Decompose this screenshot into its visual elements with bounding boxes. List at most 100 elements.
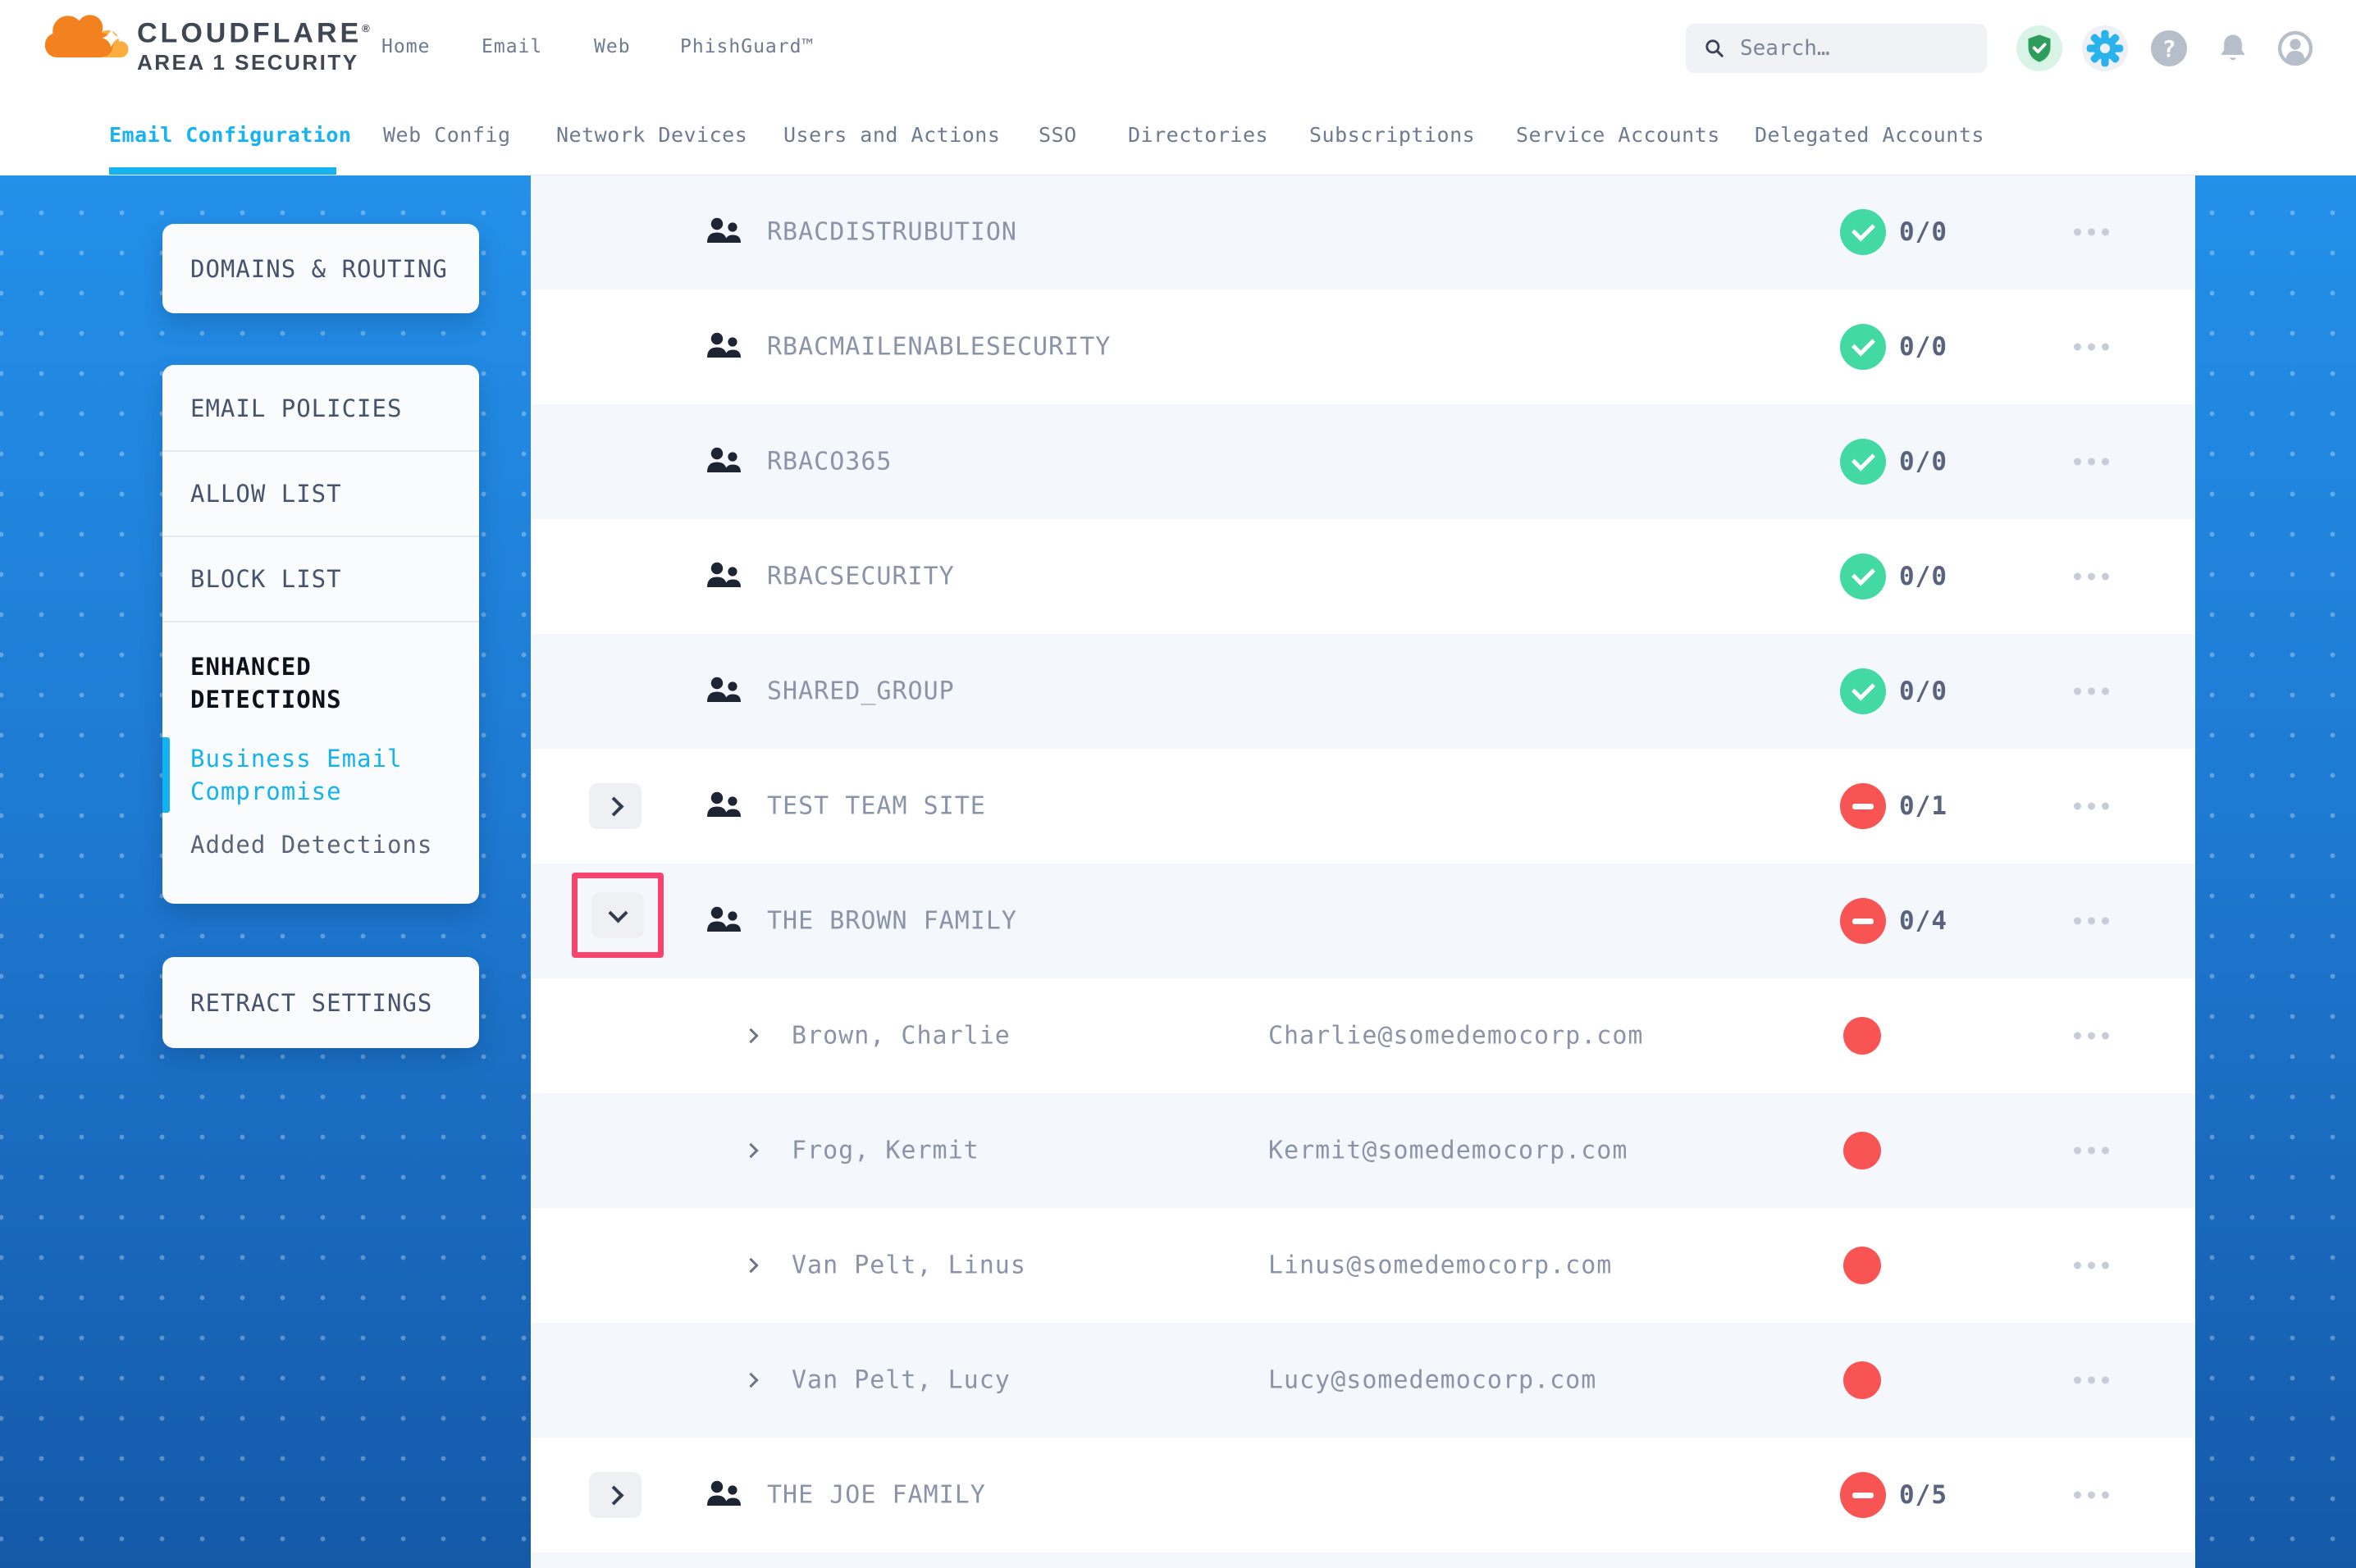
tab-delegated-accounts[interactable]: Delegated Accounts xyxy=(1755,123,1984,147)
row-actions-menu[interactable] xyxy=(2071,1146,2112,1155)
dot-icon xyxy=(2102,228,2109,236)
dot-icon xyxy=(2102,1032,2109,1040)
expand-group-button[interactable] xyxy=(589,783,642,829)
tab-web-config[interactable]: Web Config xyxy=(383,123,511,147)
check-icon xyxy=(1851,332,1875,357)
sidebar-heading-enhanced-detections: ENHANCED DETECTIONS xyxy=(190,653,342,713)
account-icon xyxy=(2277,30,2313,66)
registered-mark: ® xyxy=(362,22,370,34)
chevron-right-icon[interactable] xyxy=(743,1142,759,1159)
row-actions-menu[interactable] xyxy=(2071,343,2112,351)
row-actions-menu[interactable] xyxy=(2071,228,2112,236)
sidebar-item-email-policies[interactable]: EMAIL POLICIES xyxy=(162,367,479,452)
row-actions-menu[interactable] xyxy=(2071,458,2112,466)
sidebar-item-domains-routing[interactable]: DOMAINS & ROUTING xyxy=(190,254,448,283)
expand-group-button[interactable] xyxy=(589,1472,642,1518)
status-blocked-badge xyxy=(1840,783,1886,829)
minus-icon xyxy=(1852,1492,1874,1498)
cloudflare-logo-icon xyxy=(44,15,129,57)
sidebar-item-added-detections[interactable]: Added Detections xyxy=(190,831,433,859)
member-name: Van Pelt, Linus xyxy=(792,1251,1026,1280)
collapse-group-button[interactable] xyxy=(591,892,644,938)
security-shield-button[interactable] xyxy=(2016,25,2062,71)
group-icon xyxy=(705,791,742,821)
row-actions-menu[interactable] xyxy=(2071,1491,2112,1499)
row-actions-menu[interactable] xyxy=(2071,917,2112,925)
row-actions-menu[interactable] xyxy=(2071,1376,2112,1384)
dot-icon xyxy=(2074,687,2081,695)
sidebar-item-retract-settings[interactable]: RETRACT SETTINGS xyxy=(190,988,433,1017)
member-row: Van Pelt, Lucy Lucy@somedemocorp.com xyxy=(531,1323,2195,1438)
group-name: THE BROWN FAMILY xyxy=(767,906,1017,936)
member-count: 0/4 xyxy=(1899,906,1947,936)
chevron-right-icon[interactable] xyxy=(743,1028,759,1044)
notifications-button[interactable] xyxy=(2210,25,2256,71)
status-ok-badge xyxy=(1840,324,1886,370)
group-row: TEST TEAM SITE 0/1 xyxy=(531,749,2195,864)
nav-web[interactable]: Web xyxy=(594,36,631,57)
chevron-down-icon xyxy=(607,903,628,923)
nav-email[interactable]: Email xyxy=(482,36,543,57)
tab-network-devices[interactable]: Network Devices xyxy=(556,123,748,147)
status-alert-dot xyxy=(1843,1247,1881,1284)
tab-users-and-actions[interactable]: Users and Actions xyxy=(783,123,1001,147)
tab-subscriptions[interactable]: Subscriptions xyxy=(1309,123,1476,147)
account-button[interactable] xyxy=(2272,25,2318,71)
nav-home[interactable]: Home xyxy=(381,36,431,57)
row-actions-menu[interactable] xyxy=(2071,802,2112,810)
help-button[interactable]: ? xyxy=(2146,25,2192,71)
member-row: Van Pelt, Linus Linus@somedemocorp.com xyxy=(531,1208,2195,1323)
member-count: 0/0 xyxy=(1899,332,1947,362)
row-actions-menu[interactable] xyxy=(2071,687,2112,695)
dot-icon xyxy=(2102,572,2109,581)
dot-icon xyxy=(2088,1032,2095,1040)
group-table: RBACDISTRUBUTION 0/0 RBACMAILENABLESECURIT… xyxy=(531,175,2195,1568)
member-name: Van Pelt, Lucy xyxy=(792,1365,1011,1395)
check-icon xyxy=(1851,217,1875,242)
member-count: 0/5 xyxy=(1899,1480,1947,1510)
tab-directories[interactable]: Directories xyxy=(1128,123,1269,147)
active-tab-underline xyxy=(109,167,336,175)
help-icon: ? xyxy=(2151,30,2187,66)
sidebar-card-retract-settings[interactable]: RETRACT SETTINGS xyxy=(162,957,479,1048)
settings-button[interactable] xyxy=(2082,25,2128,71)
config-tab-bar: Email Configuration Web Config Network D… xyxy=(0,97,2356,175)
chevron-right-icon[interactable] xyxy=(743,1372,759,1388)
tab-sso[interactable]: SSO xyxy=(1039,123,1077,147)
minus-icon xyxy=(1852,918,1874,924)
group-icon xyxy=(705,562,742,591)
sidebar-item-block-list[interactable]: BLOCK LIST xyxy=(162,537,479,622)
row-actions-menu[interactable] xyxy=(2071,1032,2112,1040)
status-alert-dot xyxy=(1843,1017,1881,1055)
member-count: 0/1 xyxy=(1899,791,1947,821)
member-email: Kermit@somedemocorp.com xyxy=(1268,1136,1628,1165)
member-count: 0/0 xyxy=(1899,562,1947,591)
status-ok-badge xyxy=(1840,209,1886,255)
chevron-right-icon[interactable] xyxy=(743,1257,759,1274)
status-ok-badge xyxy=(1840,439,1886,485)
annotation-highlight-box xyxy=(572,873,664,958)
search-box[interactable] xyxy=(1686,24,1987,73)
row-actions-menu[interactable] xyxy=(2071,572,2112,581)
nav-phishguard[interactable]: PhishGuard™ xyxy=(680,36,815,57)
row-actions-menu[interactable] xyxy=(2071,1261,2112,1269)
group-icon xyxy=(705,332,742,362)
dot-icon xyxy=(2088,343,2095,351)
status-alert-dot xyxy=(1843,1132,1881,1169)
member-count: 0/0 xyxy=(1899,447,1947,476)
tab-email-configuration[interactable]: Email Configuration xyxy=(109,123,352,147)
group-icon xyxy=(705,217,742,247)
group-icon xyxy=(705,1480,742,1510)
search-input[interactable] xyxy=(1738,35,1947,62)
sidebar-item-allow-list[interactable]: ALLOW LIST xyxy=(162,452,479,537)
tab-service-accounts[interactable]: Service Accounts xyxy=(1516,123,1720,147)
minus-icon xyxy=(1852,803,1874,809)
sidebar-card-email-policies: EMAIL POLICIES ALLOW LIST BLOCK LIST ENH… xyxy=(162,365,479,904)
dot-icon xyxy=(2102,1261,2109,1269)
sidebar-item-business-email-compromise[interactable]: Business Email Compromise xyxy=(162,731,479,819)
chevron-right-icon xyxy=(603,1484,624,1506)
check-icon xyxy=(1851,677,1875,701)
sidebar-card-domains-routing[interactable]: DOMAINS & ROUTING xyxy=(162,224,479,313)
group-row: RBACSECURITY 0/0 xyxy=(531,519,2195,634)
group-row: SHARED_GROUP 0/0 xyxy=(531,634,2195,749)
